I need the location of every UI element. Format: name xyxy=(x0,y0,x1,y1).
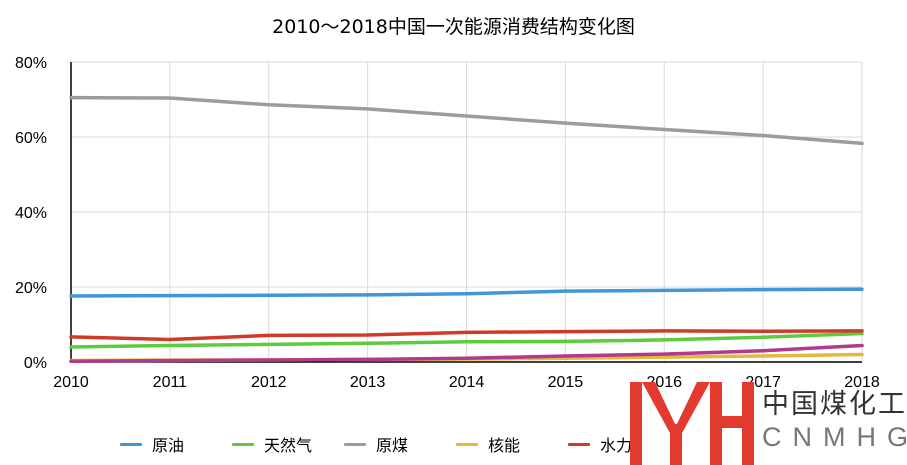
legend-item: 原油 xyxy=(120,432,232,456)
x-tick-label: 2012 xyxy=(251,374,287,391)
series-line-原煤 xyxy=(69,95,864,146)
y-tick-label: 20% xyxy=(15,280,47,297)
series-lines xyxy=(69,95,864,364)
series-line-原油 xyxy=(69,287,864,298)
grid-lines xyxy=(70,61,863,363)
brand-logo: 中国煤化工 CNMHG xyxy=(628,378,907,465)
legend-item: 水力 xyxy=(568,432,680,456)
legend-label: 原油 xyxy=(152,436,185,455)
legend-item: 原煤 xyxy=(344,432,456,456)
series-line-天然气 xyxy=(69,331,864,349)
y-tick-label: 80% xyxy=(15,55,47,72)
y-tick-label: 60% xyxy=(15,130,47,147)
logo-english-text: CNMHG xyxy=(762,422,907,452)
series-line-水力 xyxy=(69,329,864,342)
legend-swatch xyxy=(344,442,366,446)
legend-swatch xyxy=(232,442,254,446)
x-tick-label: 2015 xyxy=(548,374,584,391)
tick-labels: 2010 2011 2012 2013 2014 2015 2016 2017 20180%20… xyxy=(15,55,880,391)
x-tick-label: 2014 xyxy=(449,374,485,391)
chart-title: 2010～2018中国一次能源消费结构变化图 xyxy=(272,16,635,38)
legend-item: 核能 xyxy=(456,432,568,456)
x-tick-label: 2018 xyxy=(844,374,880,391)
y-tick-label: 0% xyxy=(24,355,47,372)
legend-label: 水力 xyxy=(600,436,633,455)
legend-label: 核能 xyxy=(488,436,521,455)
logo-mark-icon xyxy=(630,382,754,465)
legend-item: 天然气 xyxy=(232,432,344,456)
x-tick-label: 2017 xyxy=(745,374,781,391)
legend-swatch xyxy=(120,442,142,446)
x-tick-label: 2010 xyxy=(53,374,89,391)
legend-label: 天然气 xyxy=(264,436,313,455)
x-tick-label: 2011 xyxy=(153,374,188,391)
series-line-unlabeled xyxy=(69,343,864,364)
legend-swatch xyxy=(456,442,478,446)
x-tick-label: 2013 xyxy=(350,374,386,391)
legend-label: 原煤 xyxy=(376,436,409,455)
legend-swatch xyxy=(568,442,590,446)
legend: 原油 天然气 原煤 核能 水力 xyxy=(120,432,680,456)
logo-chinese-text: 中国煤化工 xyxy=(762,389,907,420)
y-tick-label: 40% xyxy=(15,205,47,222)
